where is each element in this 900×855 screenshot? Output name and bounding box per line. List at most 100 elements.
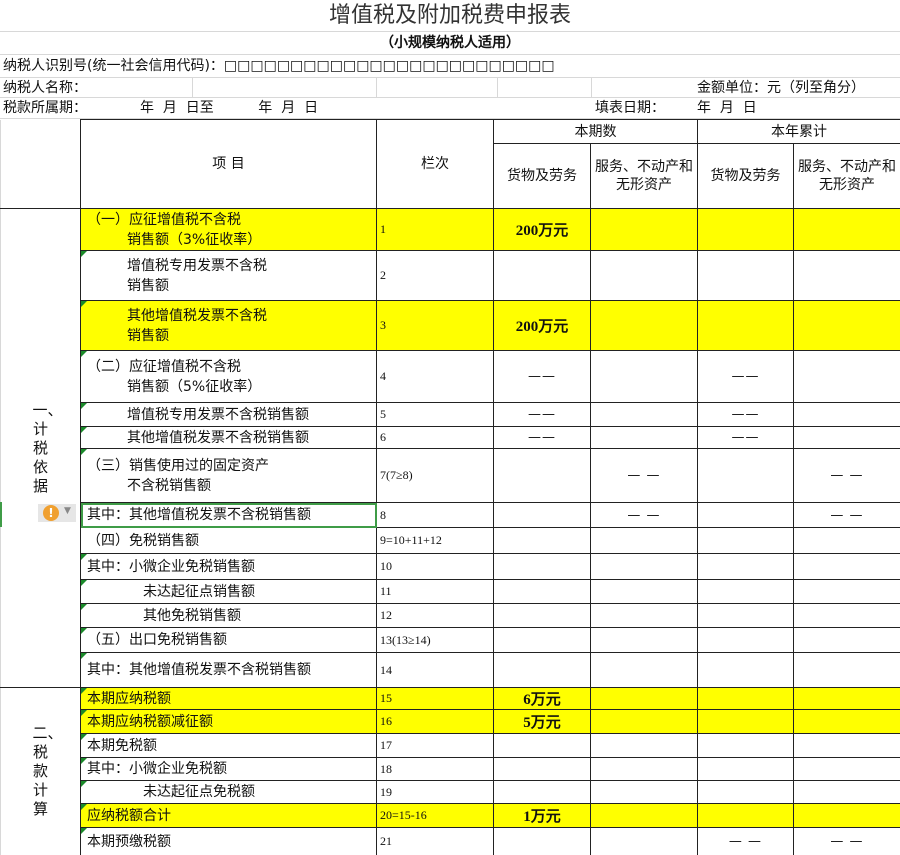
item-cell[interactable]: 其中：小微企业免税额 <box>80 757 377 781</box>
ytd-services-cell[interactable]: — — <box>793 502 900 528</box>
ytd-goods-cell[interactable] <box>697 603 794 628</box>
ytd-services-cell[interactable]: — — <box>793 827 900 855</box>
ytd-services-cell[interactable] <box>793 780 900 804</box>
ytd-goods-cell[interactable] <box>697 527 794 554</box>
services-cell[interactable] <box>590 733 698 758</box>
item-cell[interactable]: （二）应征增值税不含税 销售额（5%征收率） <box>80 350 377 403</box>
item-cell[interactable]: 其他增值税发票不含税销售额 <box>80 426 377 449</box>
goods-cell[interactable]: —— <box>493 350 591 403</box>
ytd-services-cell[interactable] <box>793 627 900 653</box>
ytd-goods-cell[interactable]: —— <box>697 350 794 403</box>
line-cell[interactable]: 16 <box>376 709 494 734</box>
ytd-goods-cell[interactable] <box>697 709 794 734</box>
ytd-services-cell[interactable] <box>793 579 900 604</box>
services-cell[interactable] <box>590 350 698 403</box>
goods-cell[interactable] <box>493 627 591 653</box>
goods-cell[interactable]: 5万元 <box>493 709 591 734</box>
services-cell[interactable]: — — <box>590 502 698 528</box>
goods-cell[interactable] <box>493 603 591 628</box>
ytd-goods-cell[interactable] <box>697 757 794 781</box>
line-cell[interactable]: 2 <box>376 250 494 301</box>
item-cell[interactable]: 增值税专用发票不含税销售额 <box>80 402 377 427</box>
ytd-goods-cell[interactable] <box>697 300 794 351</box>
line-cell[interactable]: 11 <box>376 579 494 604</box>
ytd-services-cell[interactable] <box>793 250 900 301</box>
goods-cell[interactable] <box>493 579 591 604</box>
error-check-button[interactable]: ! ▼ <box>38 504 76 522</box>
ytd-services-cell[interactable]: — — <box>793 448 900 503</box>
line-cell[interactable]: 15 <box>376 687 494 710</box>
goods-cell[interactable]: —— <box>493 426 591 449</box>
services-cell[interactable] <box>590 300 698 351</box>
services-cell[interactable] <box>590 757 698 781</box>
ytd-services-cell[interactable] <box>793 553 900 580</box>
item-cell[interactable]: （四）免税销售额 <box>80 527 377 554</box>
services-cell[interactable] <box>590 687 698 710</box>
item-cell[interactable]: 本期预缴税额 <box>80 827 377 855</box>
ytd-services-cell[interactable] <box>793 803 900 828</box>
line-cell[interactable]: 7(7≥8) <box>376 448 494 503</box>
ytd-services-cell[interactable] <box>793 603 900 628</box>
item-cell[interactable]: 本期应纳税额 <box>80 687 377 710</box>
goods-cell[interactable] <box>493 527 591 554</box>
ytd-goods-cell[interactable]: —— <box>697 402 794 427</box>
line-cell[interactable]: 10 <box>376 553 494 580</box>
ytd-services-cell[interactable] <box>793 426 900 449</box>
goods-cell[interactable]: —— <box>493 402 591 427</box>
item-cell[interactable]: 其中：其他增值税发票不含税销售额 <box>80 502 377 528</box>
item-cell[interactable]: 其他免税销售额 <box>80 603 377 628</box>
line-cell[interactable]: 17 <box>376 733 494 758</box>
item-cell[interactable]: 其他增值税发票不含税销售额 <box>80 300 377 351</box>
line-cell[interactable]: 13(13≥14) <box>376 627 494 653</box>
services-cell[interactable] <box>590 208 698 251</box>
ytd-services-cell[interactable] <box>793 733 900 758</box>
services-cell[interactable] <box>590 603 698 628</box>
line-cell[interactable]: 4 <box>376 350 494 403</box>
goods-cell[interactable]: 1万元 <box>493 803 591 828</box>
ytd-goods-cell[interactable] <box>697 733 794 758</box>
item-cell[interactable]: （五）出口免税销售额 <box>80 627 377 653</box>
item-cell[interactable]: 增值税专用发票不含税销售额 <box>80 250 377 301</box>
goods-cell[interactable] <box>493 733 591 758</box>
ytd-services-cell[interactable] <box>793 300 900 351</box>
line-cell[interactable]: 6 <box>376 426 494 449</box>
services-cell[interactable] <box>590 527 698 554</box>
ytd-services-cell[interactable] <box>793 208 900 251</box>
line-cell[interactable]: 3 <box>376 300 494 351</box>
goods-cell[interactable] <box>493 502 591 528</box>
goods-cell[interactable] <box>493 757 591 781</box>
services-cell[interactable] <box>590 426 698 449</box>
goods-cell[interactable] <box>493 448 591 503</box>
line-cell[interactable]: 12 <box>376 603 494 628</box>
goods-cell[interactable] <box>493 827 591 855</box>
item-cell[interactable]: 本期免税额 <box>80 733 377 758</box>
services-cell[interactable] <box>590 709 698 734</box>
line-cell[interactable]: 19 <box>376 780 494 804</box>
services-cell[interactable]: — — <box>590 448 698 503</box>
services-cell[interactable] <box>590 627 698 653</box>
goods-cell[interactable] <box>493 250 591 301</box>
item-cell[interactable]: （三）销售使用过的固定资产 不含税销售额 <box>80 448 377 503</box>
goods-cell[interactable] <box>493 553 591 580</box>
goods-cell[interactable]: 200万元 <box>493 300 591 351</box>
ytd-services-cell[interactable] <box>793 687 900 710</box>
ytd-services-cell[interactable] <box>793 652 900 688</box>
item-cell[interactable]: （一）应征增值税不含税 销售额（3%征收率） <box>80 208 377 251</box>
ytd-goods-cell[interactable] <box>697 687 794 710</box>
ytd-services-cell[interactable] <box>793 709 900 734</box>
ytd-goods-cell[interactable] <box>697 250 794 301</box>
ytd-services-cell[interactable] <box>793 757 900 781</box>
services-cell[interactable] <box>590 803 698 828</box>
line-cell[interactable]: 1 <box>376 208 494 251</box>
line-cell[interactable]: 18 <box>376 757 494 781</box>
item-cell[interactable]: 未达起征点销售额 <box>80 579 377 604</box>
goods-cell[interactable] <box>493 652 591 688</box>
ytd-goods-cell[interactable] <box>697 208 794 251</box>
ytd-goods-cell[interactable] <box>697 803 794 828</box>
item-cell[interactable]: 本期应纳税额减征额 <box>80 709 377 734</box>
line-cell[interactable]: 14 <box>376 652 494 688</box>
ytd-goods-cell[interactable] <box>697 579 794 604</box>
ytd-services-cell[interactable] <box>793 402 900 427</box>
ytd-goods-cell[interactable] <box>697 652 794 688</box>
services-cell[interactable] <box>590 780 698 804</box>
